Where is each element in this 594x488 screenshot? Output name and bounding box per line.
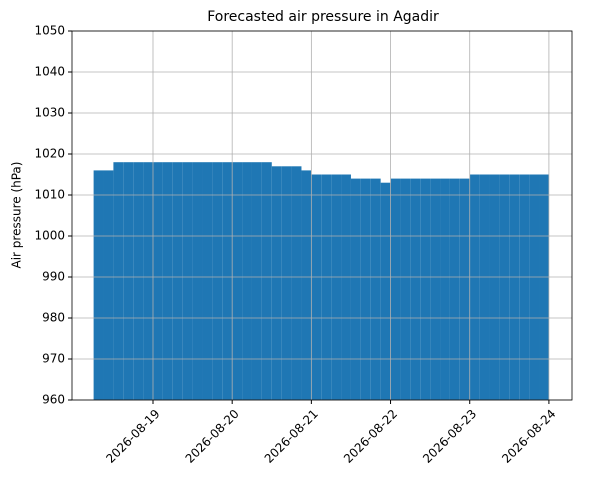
y-tick-label: 1050 (34, 24, 65, 38)
y-tick-label: 990 (42, 270, 65, 284)
bar (410, 178, 421, 400)
y-tick-label: 1000 (34, 229, 65, 243)
bar (331, 174, 342, 400)
x-tick-label: 2026-08-22 (341, 407, 400, 466)
y-tick-label: 1030 (34, 106, 65, 120)
bar (509, 174, 520, 400)
bar (212, 162, 223, 400)
bar (420, 178, 431, 400)
bar (469, 174, 480, 400)
bar (499, 174, 510, 400)
bar (341, 174, 351, 400)
bar (301, 170, 312, 400)
chart-title: Forecasted air pressure in Agadir (207, 9, 439, 25)
x-tick-label: 2026-08-24 (499, 407, 558, 466)
bar (440, 178, 450, 400)
bar (459, 178, 470, 400)
bar (281, 166, 292, 400)
bar (430, 178, 441, 400)
bar (380, 182, 391, 400)
bar (222, 162, 233, 400)
y-tick-label: 960 (42, 393, 65, 407)
x-tick-label: 2026-08-20 (183, 407, 242, 466)
bar (539, 174, 549, 400)
bar (133, 162, 144, 400)
bar (251, 162, 262, 400)
bar (261, 162, 272, 400)
bar (103, 170, 114, 400)
bar (143, 162, 153, 400)
y-tick-label: 1010 (34, 188, 65, 202)
bar (162, 162, 173, 400)
bar (350, 178, 361, 400)
bar (321, 174, 332, 400)
bar (202, 162, 213, 400)
y-tick-label: 980 (42, 311, 65, 325)
y-axis-label: Air pressure (hPa) (10, 162, 24, 269)
bar (232, 162, 243, 400)
bar (93, 170, 104, 400)
bar (449, 178, 460, 400)
x-tick-label: 2026-08-21 (262, 407, 321, 466)
bar (172, 162, 183, 400)
bar (400, 178, 411, 400)
bar (311, 174, 322, 400)
bar (370, 178, 381, 400)
y-tick-label: 1040 (34, 65, 65, 79)
bar (291, 166, 302, 400)
bar (192, 162, 203, 400)
plot-frame (71, 30, 573, 401)
x-tick-label: 2026-08-23 (420, 407, 479, 466)
bar (519, 174, 530, 400)
bar (271, 166, 282, 400)
bar (529, 174, 540, 400)
bar (390, 178, 401, 400)
bar (479, 174, 490, 400)
bar (360, 178, 371, 400)
bar (182, 162, 193, 400)
bar (242, 162, 252, 400)
bar (113, 162, 124, 400)
bar (152, 162, 163, 400)
y-tick-label: 970 (42, 352, 65, 366)
y-tick-label: 1020 (34, 147, 65, 161)
x-tick-label: 2026-08-19 (103, 407, 162, 466)
bar (123, 162, 134, 400)
bar (489, 174, 500, 400)
